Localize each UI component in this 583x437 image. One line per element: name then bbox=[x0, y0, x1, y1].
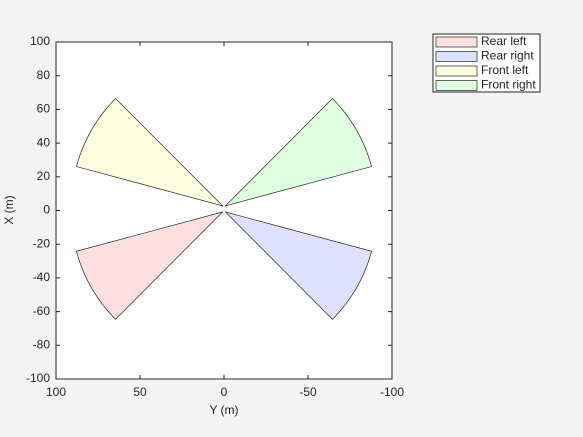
y-tick-label: -40 bbox=[33, 270, 51, 284]
y-tick-label: 80 bbox=[37, 68, 51, 82]
coverage-wedge bbox=[76, 98, 224, 207]
y-tick-label: 0 bbox=[43, 203, 50, 217]
y-tick-label: -20 bbox=[33, 236, 51, 250]
plot-area bbox=[56, 42, 392, 379]
y-tick-label: -80 bbox=[33, 337, 51, 351]
y-tick-label: -100 bbox=[26, 371, 50, 385]
y-tick-label: 60 bbox=[37, 102, 51, 116]
legend-label: Rear left bbox=[481, 34, 527, 48]
legend-swatch bbox=[435, 51, 478, 62]
y-tick-label: 100 bbox=[30, 34, 50, 48]
legend-swatch bbox=[435, 65, 478, 77]
legend-swatch bbox=[435, 80, 478, 91]
y-tick-label: 20 bbox=[37, 169, 51, 183]
legend-swatch bbox=[435, 36, 478, 48]
y-tick-label: 40 bbox=[37, 135, 51, 149]
coverage-wedge bbox=[224, 211, 372, 320]
coverage-wedge bbox=[76, 211, 224, 320]
y-axis-label: X (m) bbox=[2, 195, 16, 224]
x-tick-label: -100 bbox=[380, 385, 404, 399]
x-tick-label: -50 bbox=[299, 385, 317, 399]
coverage-wedge bbox=[224, 98, 372, 207]
legend-label: Rear right bbox=[481, 49, 534, 63]
x-tick-label: 0 bbox=[221, 385, 228, 399]
x-tick-label: 50 bbox=[133, 385, 147, 399]
y-tick-label: -60 bbox=[33, 304, 51, 318]
x-tick-label: 100 bbox=[46, 385, 66, 399]
legend-label: Front right bbox=[481, 78, 536, 92]
legend-label: Front left bbox=[481, 63, 529, 77]
plot-border bbox=[55, 41, 393, 380]
x-axis-label: Y (m) bbox=[209, 403, 238, 417]
